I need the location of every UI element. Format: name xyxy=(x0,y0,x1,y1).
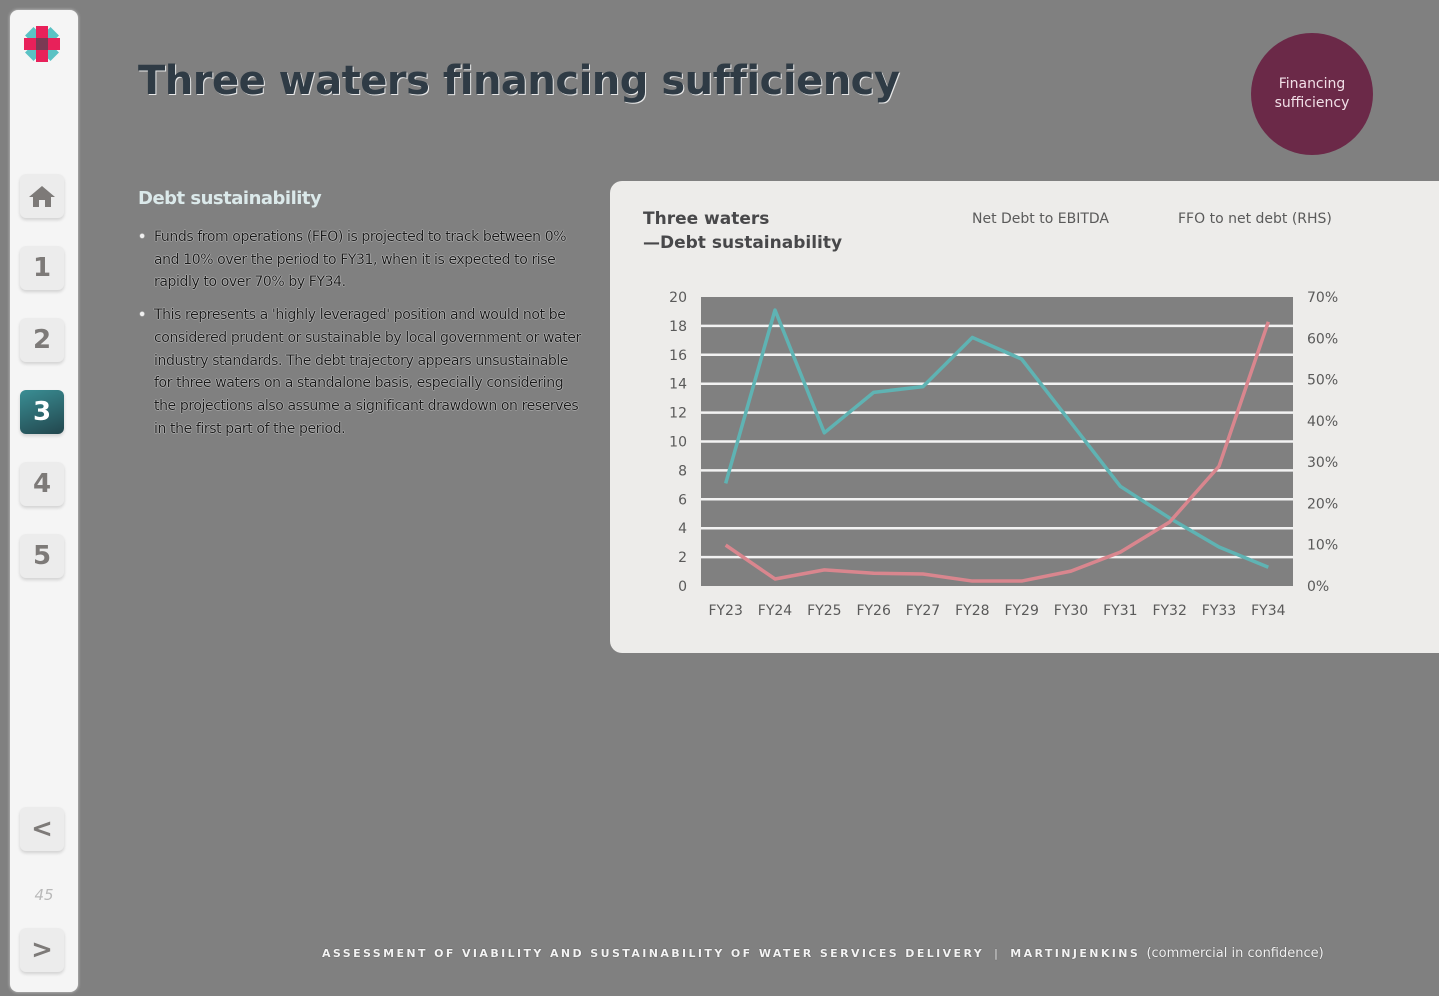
bullet-list: Funds from operations (FFO) is projected… xyxy=(138,226,586,450)
y-right-tick: 60% xyxy=(1307,331,1338,347)
x-tick: FY28 xyxy=(955,603,989,619)
series-line xyxy=(724,321,1270,583)
cross-logo xyxy=(24,26,60,62)
section-3-button[interactable]: 3 xyxy=(20,390,64,434)
line-chart: 0 2 4 6 8 10 12 14 16 18 20 0% 10% 20% 30% 40% 50% 60% 70%… xyxy=(669,290,1338,619)
y-right-tick: 70% xyxy=(1307,290,1338,306)
y-left-tick: 0 xyxy=(678,579,687,595)
x-tick: FY31 xyxy=(1103,603,1137,619)
x-tick: FY25 xyxy=(807,603,841,619)
x-tick: FY24 xyxy=(758,603,793,619)
next-page-button[interactable]: > xyxy=(20,928,64,972)
chart-title: Three waters —Debt sustainability xyxy=(643,207,842,255)
chart-card: Three waters —Debt sustainability Net De… xyxy=(610,181,1439,653)
y-left-tick: 6 xyxy=(678,492,687,508)
y-right-tick: 20% xyxy=(1307,496,1338,512)
x-tick: FY32 xyxy=(1152,603,1186,619)
bullet-item: This represents a 'highly leveraged' pos… xyxy=(138,304,586,440)
previous-page-button[interactable]: < xyxy=(20,807,64,851)
y-left-tick: 16 xyxy=(669,348,687,364)
y-left-tick: 20 xyxy=(669,290,687,306)
badge-label: Financing sufficiency xyxy=(1274,76,1350,111)
home-icon xyxy=(29,186,55,207)
x-tick: FY34 xyxy=(1251,603,1286,619)
chart-title-line-2: —Debt sustainability xyxy=(643,233,843,253)
bullet-item: Funds from operations (FFO) is projected… xyxy=(138,226,586,294)
y-left-tick: 12 xyxy=(669,406,687,422)
y-left-tick: 2 xyxy=(678,550,687,566)
y-right-tick: 40% xyxy=(1307,414,1338,430)
legend-net-debt-ebitda: Net Debt to EBITDA xyxy=(972,211,1109,227)
chart-title-line-1: Three waters xyxy=(643,209,770,229)
footer: ASSESSMENT OF VIABILITY AND SUSTAINABILI… xyxy=(322,946,1324,961)
y-left-tick: 14 xyxy=(669,377,687,393)
x-tick: FY27 xyxy=(906,603,940,619)
section-5-button[interactable]: 5 xyxy=(20,534,64,578)
x-tick: FY30 xyxy=(1054,603,1088,619)
y-right-tick: 0% xyxy=(1307,579,1329,595)
series-line xyxy=(723,308,1269,569)
home-button[interactable] xyxy=(20,174,64,218)
y-left-tick: 8 xyxy=(678,463,687,479)
y-left-tick: 10 xyxy=(669,435,687,451)
report-title: ASSESSMENT OF VIABILITY AND SUSTAINABILI… xyxy=(322,947,985,960)
page-title: Three waters financing sufficiency xyxy=(138,58,900,104)
section-heading: Debt sustainability xyxy=(138,188,322,209)
y-left-tick: 18 xyxy=(669,319,687,335)
x-tick: FY29 xyxy=(1004,603,1038,619)
page-number: 45 xyxy=(34,886,54,904)
y-right-tick: 30% xyxy=(1307,455,1338,471)
y-right-tick: 10% xyxy=(1307,538,1338,554)
x-tick: FY23 xyxy=(708,603,742,619)
section-badge: Financing sufficiency xyxy=(1251,33,1373,155)
x-tick: FY33 xyxy=(1202,603,1236,619)
section-1-button[interactable]: 1 xyxy=(20,246,64,290)
legend-ffo-net-debt: FFO to net debt (RHS) xyxy=(1178,211,1332,227)
x-tick: FY26 xyxy=(856,603,891,619)
y-left-tick: 4 xyxy=(678,521,687,537)
y-right-tick: 50% xyxy=(1307,373,1338,389)
section-2-button[interactable]: 2 xyxy=(20,318,64,362)
confidentiality-note: (commercial in confidence) xyxy=(1146,946,1324,961)
section-4-button[interactable]: 4 xyxy=(20,462,64,506)
brand-name: MARTINJENKINS xyxy=(1010,947,1141,960)
sidebar-nav: 1 2 3 4 5 < 45 > xyxy=(10,10,78,992)
